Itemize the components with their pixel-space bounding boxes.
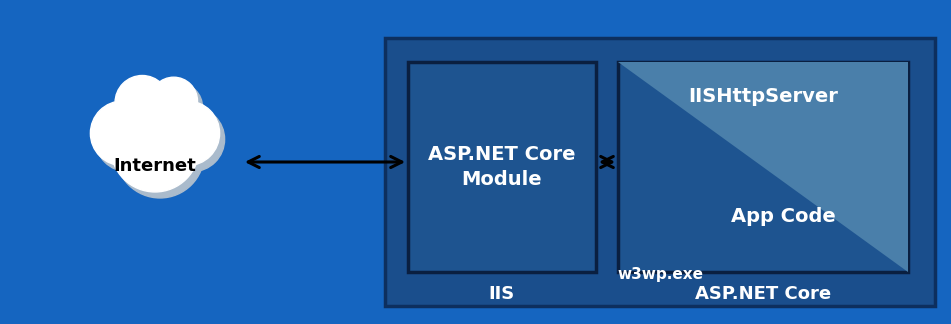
- Circle shape: [115, 75, 169, 130]
- Circle shape: [95, 107, 160, 172]
- Text: w3wp.exe: w3wp.exe: [617, 267, 703, 282]
- Circle shape: [90, 101, 155, 166]
- Polygon shape: [618, 62, 908, 272]
- Text: Internet: Internet: [113, 157, 196, 175]
- Circle shape: [116, 110, 204, 198]
- FancyBboxPatch shape: [408, 62, 596, 272]
- Circle shape: [120, 82, 174, 136]
- Circle shape: [150, 77, 198, 125]
- Text: ASP.NET Core: ASP.NET Core: [695, 285, 831, 303]
- Text: ASP.NET Core
Module: ASP.NET Core Module: [428, 145, 575, 189]
- FancyBboxPatch shape: [385, 38, 935, 306]
- Circle shape: [160, 107, 224, 172]
- Circle shape: [155, 101, 220, 166]
- Text: IISHttpServer: IISHttpServer: [689, 87, 838, 106]
- FancyBboxPatch shape: [618, 62, 908, 272]
- Circle shape: [155, 83, 203, 131]
- Circle shape: [111, 104, 199, 192]
- Text: App Code: App Code: [730, 207, 835, 226]
- Text: IIS: IIS: [489, 285, 515, 303]
